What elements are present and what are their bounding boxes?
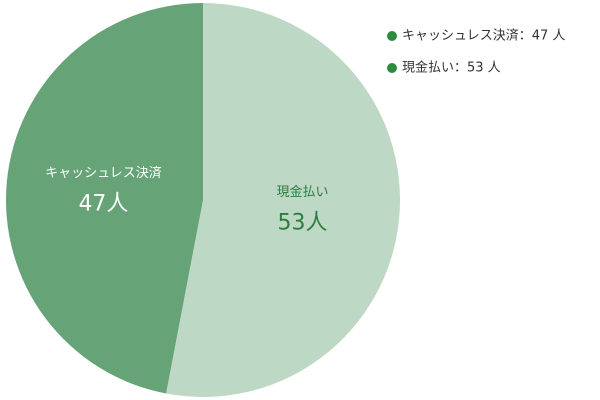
legend-marker [387, 63, 397, 73]
pie-slice [5, 3, 204, 394]
legend-label: キャッシュレス決済：47 人 [402, 28, 565, 44]
slice-label: キャッシュレス決済 [45, 165, 162, 181]
slice-value-label: 47人 [78, 192, 128, 217]
slice-value-label: 53人 [278, 210, 328, 235]
slice-label: 現金払い [277, 184, 329, 200]
legend-marker [387, 31, 397, 41]
pie-slice [166, 3, 400, 397]
legend-label: 現金払い：53 人 [402, 60, 501, 76]
